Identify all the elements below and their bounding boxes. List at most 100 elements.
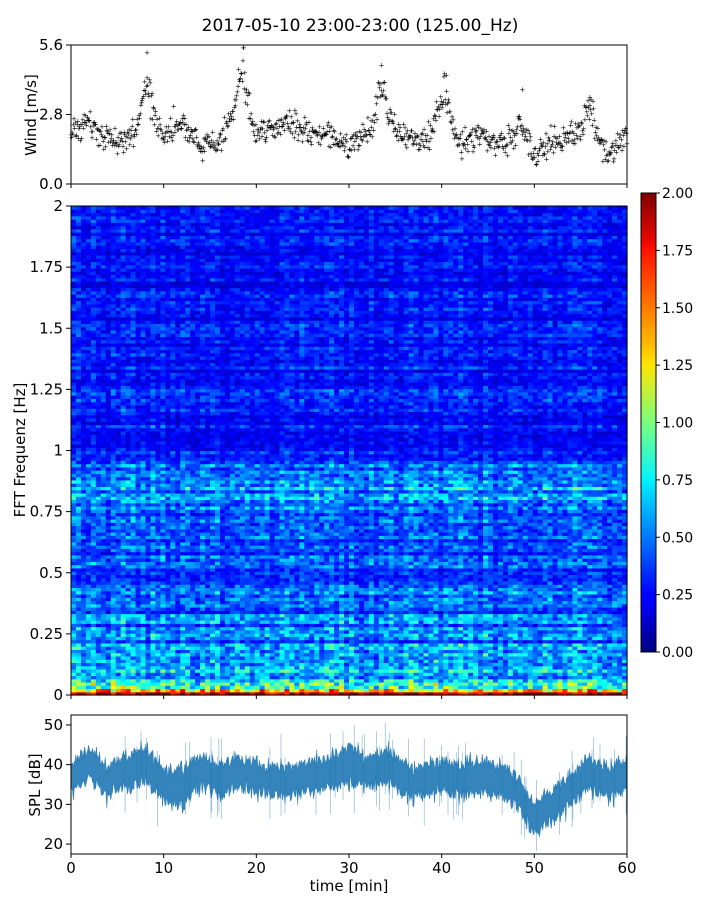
spectrogram-cell xyxy=(448,636,454,641)
wind-point: + xyxy=(125,134,131,142)
spectrogram-cell xyxy=(110,665,117,670)
spectrogram-cell xyxy=(383,639,390,644)
wind-point: + xyxy=(437,101,443,109)
spectrogram-cell xyxy=(617,649,623,654)
spectrogram-cell xyxy=(71,688,77,693)
wind-point: + xyxy=(347,146,353,154)
spectrogram-cell xyxy=(393,652,400,657)
wind-point: + xyxy=(578,119,584,127)
spectrogram-cell xyxy=(587,646,593,650)
spectrogram-cell xyxy=(339,685,345,690)
wind-point: + xyxy=(79,121,85,129)
spectrogram-cell xyxy=(597,629,603,634)
spectrogram-cell xyxy=(562,665,569,670)
spectrogram-cell xyxy=(418,636,425,641)
wind-point: + xyxy=(511,144,517,152)
spectrogram-cell xyxy=(309,662,315,667)
spectrogram-cell xyxy=(274,636,281,641)
spectrogram-cell xyxy=(547,633,554,637)
spectrogram-cell xyxy=(478,665,484,670)
wind-point: + xyxy=(512,130,518,138)
spectrogram-cell xyxy=(314,642,320,647)
spectrogram-cell xyxy=(244,652,251,657)
spectrogram-cell xyxy=(71,636,77,641)
wind-point: + xyxy=(229,116,235,124)
wind-point: + xyxy=(431,128,437,136)
spectrogram-cell xyxy=(80,665,87,670)
spectrogram-cell xyxy=(224,642,231,647)
spectrogram-cell xyxy=(418,659,425,663)
spectrogram-cell xyxy=(309,675,315,680)
spectrogram-cell xyxy=(517,672,524,677)
spectrogram-cell xyxy=(453,672,459,677)
spectrogram-cell xyxy=(329,655,335,660)
spectrogram-cell xyxy=(478,633,484,637)
spectrogram-cell xyxy=(592,649,598,654)
spectrogram-cell xyxy=(120,629,127,634)
spectrogram-cell xyxy=(85,633,92,637)
wind-point: + xyxy=(260,125,266,133)
spectrogram-cell xyxy=(239,668,246,673)
wind-point: + xyxy=(618,141,624,149)
spectrogram-cell xyxy=(71,672,77,677)
spectrogram-cell xyxy=(314,668,320,673)
spectrogram-cell xyxy=(135,642,142,647)
spectrogram-cell xyxy=(309,668,315,673)
spectrogram-cell xyxy=(483,639,489,644)
wind-point: + xyxy=(83,112,89,120)
spectrogram-cell xyxy=(90,665,97,670)
spectrogram-cell xyxy=(403,681,410,686)
spectrogram-cell xyxy=(483,668,489,673)
spectrogram-cell xyxy=(155,649,161,654)
wind-point: + xyxy=(284,112,290,120)
spectrogram-cell xyxy=(413,655,420,660)
wind-point: + xyxy=(428,135,434,143)
wind-point: + xyxy=(440,101,446,109)
spectrogram-cell xyxy=(552,685,559,690)
spectrogram-cell xyxy=(115,685,122,690)
spectrogram-cell xyxy=(75,659,82,663)
spectrogram-cell xyxy=(547,685,554,690)
spectrogram-cell xyxy=(85,665,92,670)
spectrogram-cell xyxy=(234,668,241,673)
spectrogram-cell xyxy=(542,681,549,686)
spectrogram-cell xyxy=(344,659,350,663)
spectrogram-cell xyxy=(458,665,464,670)
spectrogram-cell xyxy=(542,649,549,654)
spectrogram-cell xyxy=(105,636,112,641)
spectrogram-cell xyxy=(607,668,613,673)
spectrogram-cell xyxy=(259,636,266,641)
spectrogram-cell xyxy=(458,675,464,680)
wind-point: + xyxy=(243,89,249,97)
spectrogram-cell xyxy=(587,691,593,696)
wind-point: + xyxy=(576,123,582,131)
wind-point: + xyxy=(515,113,521,121)
wind-point: + xyxy=(117,130,123,138)
spectrogram-cell xyxy=(299,626,305,631)
spectrogram-cell xyxy=(502,665,509,670)
spectrogram-cell xyxy=(542,659,549,663)
wind-point: + xyxy=(291,119,297,127)
spectrogram-cell xyxy=(219,678,226,683)
wind-point: + xyxy=(387,118,393,126)
spectrogram-cell xyxy=(448,681,454,686)
spectrogram-cell xyxy=(80,688,87,693)
spectrogram-cell xyxy=(339,642,345,647)
spectrogram-cell xyxy=(458,659,464,663)
spectrogram-cell xyxy=(577,662,583,667)
spectrogram-cell xyxy=(75,668,82,673)
spectrogram-cell xyxy=(388,652,395,657)
spectrogram-cell xyxy=(358,646,365,650)
spectrogram-cell xyxy=(547,636,554,641)
spectrogram-cell xyxy=(85,672,92,677)
wind-point: + xyxy=(426,138,432,146)
spectrogram-cell xyxy=(229,639,236,644)
spectrogram-cell xyxy=(617,685,623,690)
spectrogram-cell xyxy=(502,629,509,634)
spectrogram-cell xyxy=(468,633,474,637)
spectrogram-cell xyxy=(195,626,201,631)
spectrogram-cell xyxy=(264,688,271,693)
wind-point: + xyxy=(288,128,294,136)
spectrogram-cell xyxy=(349,691,355,696)
spectrogram-cell xyxy=(160,659,166,663)
